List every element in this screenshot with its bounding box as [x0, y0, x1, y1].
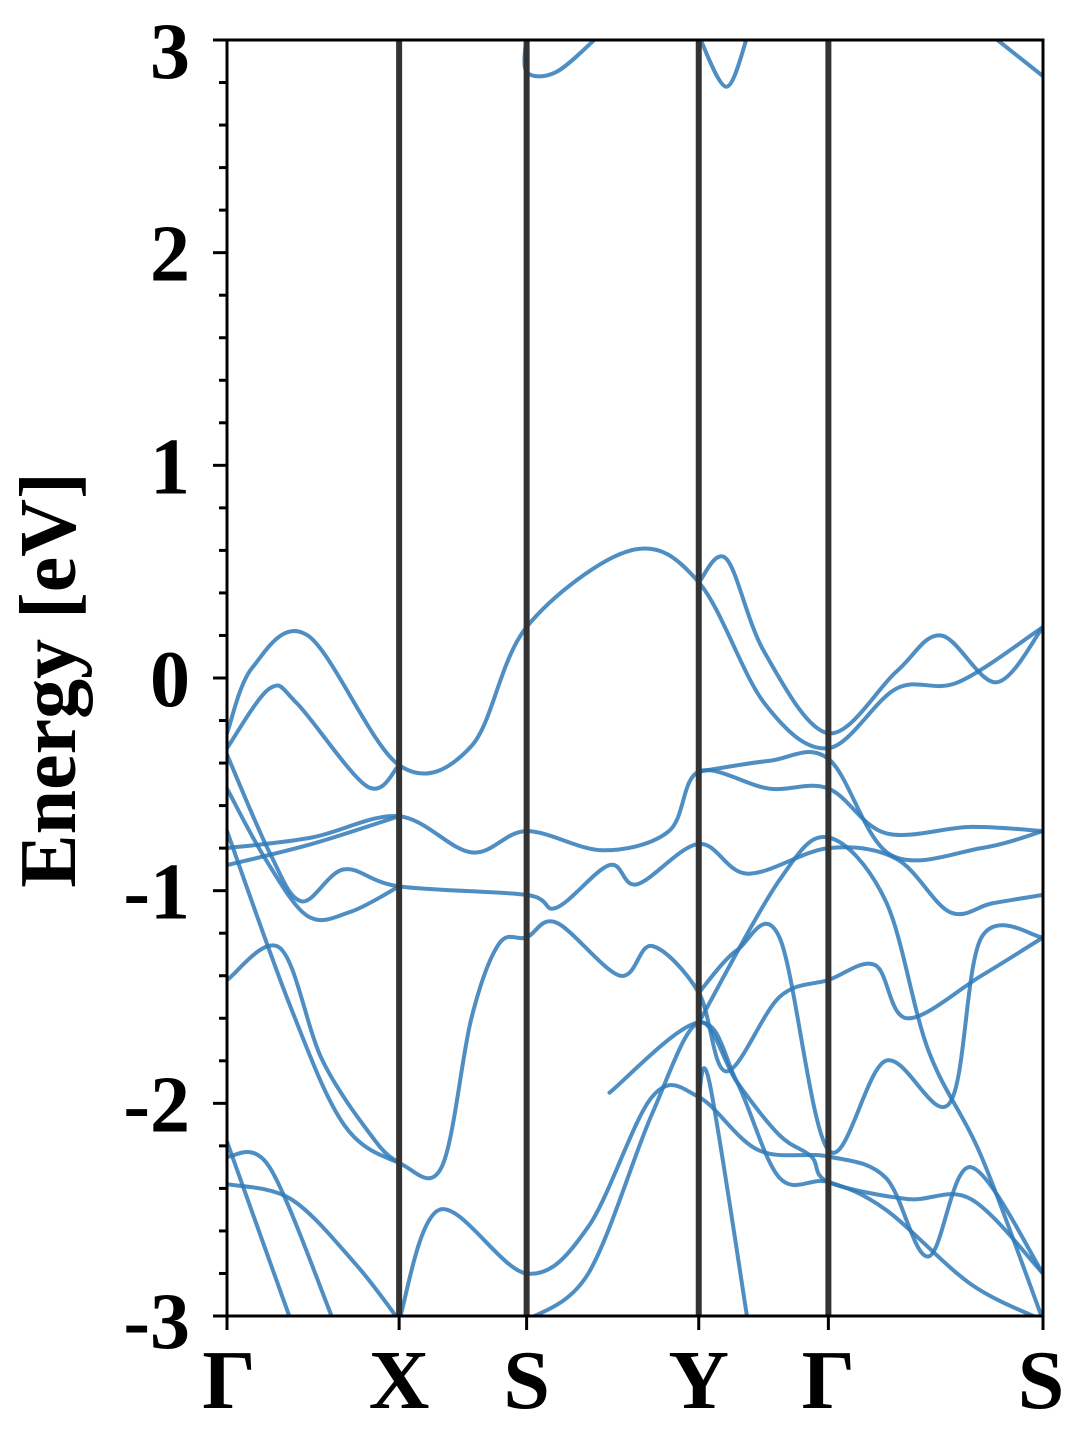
x-tick-label-X: X — [369, 1334, 430, 1427]
y-tick-label: 2 — [150, 211, 190, 299]
x-tick-label-Γ: Γ — [202, 1334, 255, 1427]
y-tick-label: -2 — [123, 1061, 190, 1149]
band-line-10 — [227, 943, 402, 1165]
x-tick-label-S: S — [503, 1334, 550, 1427]
y-tick-label: 1 — [150, 423, 190, 511]
y-tick-label: -3 — [123, 1278, 190, 1366]
band-line-15 — [696, 835, 1043, 1316]
band-line-13 — [529, 1020, 1043, 1316]
band-line-21 — [698, 40, 749, 89]
y-axis-title: Energy [eV] — [5, 472, 93, 887]
band-line-3 — [696, 554, 1043, 736]
y-axis-ticks: -3 -2 -1 0 1 2 3 — [123, 8, 227, 1366]
band-line-9 — [227, 829, 1043, 1181]
band-lines — [227, 40, 1043, 1316]
band-line-8 — [696, 749, 1043, 863]
y-tick-label: 3 — [150, 8, 190, 96]
band-line-16 — [696, 1066, 749, 1316]
band-line-22 — [994, 40, 1043, 79]
y-tick-label: 0 — [150, 636, 190, 724]
y-tick-label: -1 — [123, 849, 190, 937]
high-symmetry-lines — [396, 40, 832, 1316]
x-tick-label-Y: Y — [668, 1334, 729, 1427]
band-line-4 — [227, 752, 1043, 917]
band-line-20 — [522, 40, 598, 79]
band-line-7 — [227, 814, 402, 868]
band-line-2 — [227, 683, 402, 791]
band-line-6 — [227, 768, 1043, 855]
band-line-5 — [227, 786, 402, 923]
band-line-1 — [227, 546, 1043, 776]
band-line-18 — [227, 1150, 334, 1316]
band-line-19 — [227, 1182, 399, 1316]
band-line-17 — [227, 1139, 292, 1316]
band-line-11 — [696, 921, 1043, 1155]
band-line-12 — [398, 1083, 1043, 1316]
x-tick-label-S: S — [1018, 1334, 1065, 1427]
x-tick-label-Γ: Γ — [802, 1334, 855, 1427]
